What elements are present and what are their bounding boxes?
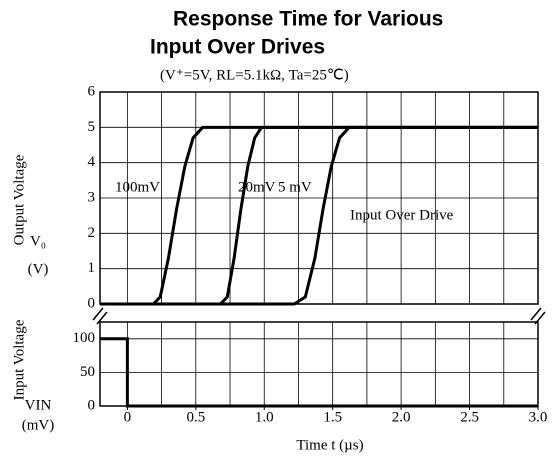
y-tick-label: 5 (88, 119, 96, 135)
y-axis-unit: (V) (28, 261, 49, 277)
x-tick-label: 1.5 (323, 409, 342, 425)
x-tick-label: 2.5 (460, 409, 479, 425)
y-tick-label: 0 (88, 397, 96, 413)
axis-break (92, 307, 546, 325)
x-tick-label: 2.0 (392, 409, 411, 425)
series-label: 5 mV (278, 179, 312, 195)
y-axis-label: Output Voltage (11, 154, 27, 245)
y-tick-label: 2 (88, 225, 96, 241)
x-tick-label: 3.0 (529, 409, 548, 425)
plot-frame (99, 321, 539, 407)
x-tick-label: 1.0 (255, 409, 274, 425)
annotation: Input Over Drive (350, 207, 454, 223)
x-tick-label: 0.5 (186, 409, 205, 425)
plot-frame (99, 91, 539, 305)
y-axis-symbol: V₀ (30, 233, 46, 249)
x-axis-label: Time t (µs) (296, 437, 363, 453)
series-label: 20mV (238, 179, 276, 195)
y-tick-label: 0 (88, 295, 96, 311)
y-tick-label: 4 (88, 154, 96, 170)
y-tick-label: 100 (73, 330, 96, 346)
y-tick-label: 3 (88, 189, 96, 205)
y-axis-unit: (mV) (22, 417, 55, 433)
line-series (100, 125, 538, 306)
chart-title: Input Over Drives (150, 36, 325, 59)
line-series (100, 125, 538, 306)
y-axis-symbol: VIN (25, 397, 52, 413)
chart-title: Response Time for Various (173, 8, 443, 31)
series-label: 100mV (115, 179, 160, 195)
y-axis-label: Input Voltage (11, 319, 27, 400)
x-tick-label: 0 (124, 409, 132, 425)
y-tick-label: 1 (88, 260, 96, 276)
line-series (100, 337, 538, 408)
y-tick-label: 6 (88, 83, 96, 99)
y-tick-label: 50 (80, 364, 95, 380)
line-series (100, 125, 538, 306)
subtitle: (V⁺=5V, RL=5.1kΩ, Ta=25℃) (160, 67, 349, 83)
